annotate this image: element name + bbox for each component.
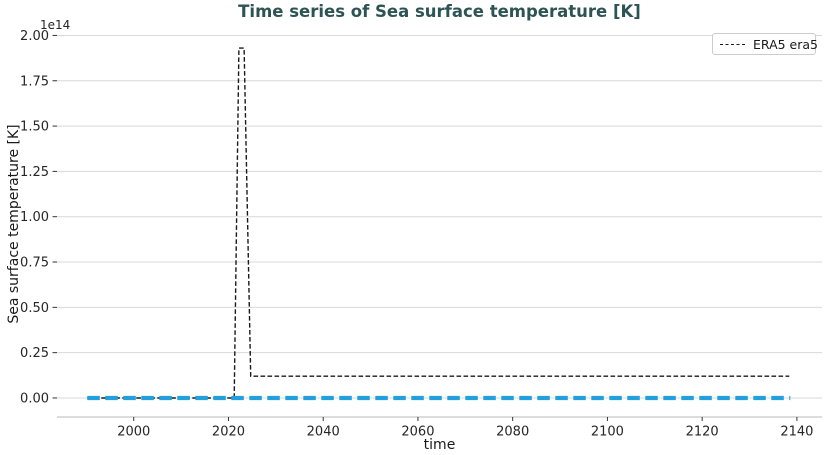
x-tick-label-2140: 2140 bbox=[780, 425, 813, 440]
x-tick-label-2000: 2000 bbox=[117, 425, 150, 440]
chart-title: Time series of Sea surface temperature [… bbox=[238, 2, 641, 21]
y-tick-label-0.75: 0.75 bbox=[20, 256, 49, 271]
x-axis-label: time bbox=[423, 437, 456, 453]
y-tick-label-0.50: 0.50 bbox=[20, 301, 49, 316]
y-tick-label-1.50: 1.50 bbox=[20, 120, 49, 135]
legend-entry-label: ERA5 era5 bbox=[753, 36, 818, 52]
x-tick-label-2020: 2020 bbox=[212, 425, 245, 440]
y-tick-label-0.00: 0.00 bbox=[20, 391, 49, 406]
x-tick-label-2060: 2060 bbox=[401, 425, 434, 440]
legend: ERA5 era5 bbox=[712, 33, 818, 55]
y-tick-label-1.75: 1.75 bbox=[20, 74, 49, 89]
x-tick-label-2120: 2120 bbox=[686, 425, 719, 440]
legend-dashed-line-icon bbox=[720, 43, 745, 45]
x-tick-label-2080: 2080 bbox=[496, 425, 529, 440]
y-tick-label-2.00: 2.00 bbox=[20, 29, 49, 44]
y-tick-label-1.00: 1.00 bbox=[20, 210, 49, 225]
y-axis-offset-text: 1e14 bbox=[40, 18, 71, 32]
y-tick-label-1.25: 1.25 bbox=[20, 165, 49, 180]
y-tick-label-0.25: 0.25 bbox=[20, 346, 49, 361]
x-tick-label-2100: 2100 bbox=[591, 425, 624, 440]
series-line-era5 bbox=[87, 47, 790, 399]
x-tick-label-2040: 2040 bbox=[307, 425, 340, 440]
y-axis-label: Sea surface temperature [K] bbox=[6, 124, 22, 324]
